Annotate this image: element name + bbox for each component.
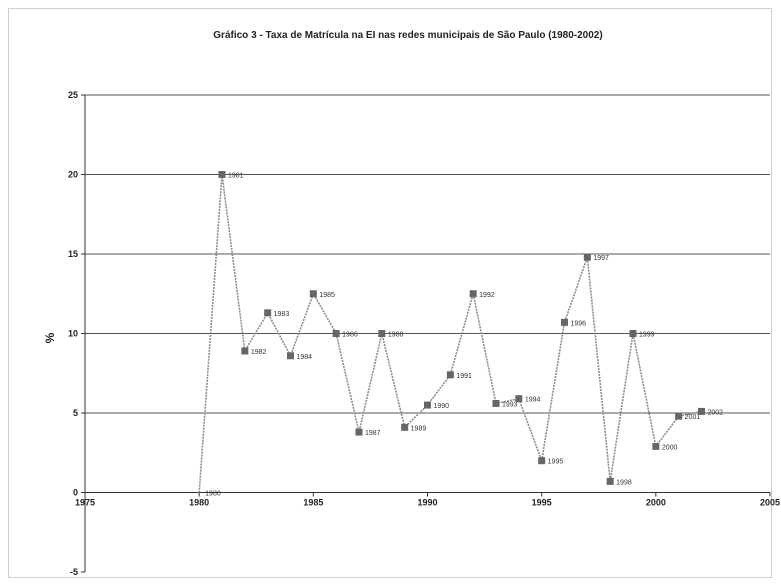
data-label-1983: 1983	[274, 311, 290, 318]
data-point-1989	[401, 423, 409, 431]
x-tick-label-2000: 2000	[646, 498, 666, 508]
data-label-1982: 1982	[251, 349, 267, 356]
data-point-1999	[629, 330, 637, 337]
data-label-1993: 1993	[502, 401, 518, 408]
data-label-1981: 1981	[228, 173, 244, 180]
data-label-1987: 1987	[365, 430, 381, 437]
data-point-1986	[332, 330, 340, 337]
x-tick-label-2005: 2005	[760, 498, 780, 508]
data-point-1984	[287, 352, 294, 360]
data-label-1995: 1995	[548, 459, 564, 466]
y-tick-label-10: 10	[68, 329, 78, 339]
data-point-1997	[583, 253, 591, 261]
chart-title: Gráfico 3 - Taxa de Matrícula na EI nas …	[213, 30, 602, 41]
data-label-1980: 1980	[205, 491, 221, 498]
data-point-1995	[538, 457, 546, 465]
data-label-1986: 1986	[342, 332, 358, 339]
y-axis-label: %	[43, 332, 57, 343]
data-point-1990	[424, 401, 431, 409]
data-label-1998: 1998	[616, 479, 632, 486]
series-line	[198, 174, 702, 493]
data-label-1997: 1997	[593, 255, 609, 262]
data-point-1991	[446, 371, 454, 379]
data-label-1991: 1991	[456, 373, 472, 380]
series-layer: 1980 1981 1982 1983 1984 1985 1986 1987 1988 1989…	[198, 171, 724, 498]
data-label-1992: 1992	[479, 292, 495, 299]
data-point-1981	[218, 171, 226, 178]
data-point-1992	[469, 290, 477, 298]
data-label-1996: 1996	[571, 320, 587, 327]
y-tick-label-5: 5	[73, 408, 78, 418]
chart-frame	[8, 8, 772, 578]
data-point-1993	[492, 399, 500, 407]
y-tick-label-15: 15	[68, 249, 78, 259]
data-label-1988: 1988	[388, 332, 404, 339]
data-point-1994	[515, 395, 523, 403]
data-point-1985	[309, 290, 317, 298]
data-point-2001	[675, 412, 683, 420]
data-label-2002: 2002	[708, 409, 724, 416]
data-point-2000	[652, 442, 660, 450]
data-label-2000: 2000	[662, 444, 678, 451]
data-point-1998	[606, 477, 614, 485]
data-label-1990: 1990	[434, 403, 450, 410]
x-tick-label-1975: 1975	[75, 498, 95, 508]
data-label-1989: 1989	[411, 425, 427, 432]
data-label-1999: 1999	[639, 332, 655, 339]
data-point-1996	[561, 318, 568, 326]
data-point-1988	[378, 330, 386, 337]
x-tick-label-1980: 1980	[189, 498, 209, 508]
data-point-1982	[241, 347, 249, 355]
data-point-1983	[264, 309, 272, 317]
x-tick-label-1995: 1995	[532, 498, 552, 508]
grid-layer	[85, 94, 770, 414]
x-tick-label-1990: 1990	[417, 498, 437, 508]
y-tick-label-25: 25	[68, 90, 78, 100]
x-tick-label-1985: 1985	[303, 498, 323, 508]
y-tick-label-20: 20	[68, 170, 78, 180]
data-label-2001: 2001	[685, 414, 701, 421]
y-tick-label--5: -5	[70, 567, 78, 577]
data-label-1984: 1984	[297, 354, 313, 361]
data-point-2002	[698, 407, 705, 415]
data-point-1987	[355, 428, 363, 436]
data-label-1994: 1994	[525, 397, 541, 404]
data-label-1985: 1985	[319, 292, 335, 299]
axis-layer: -5 0 5 10 15 20 25 1975 1980 1985 1990 1995 2000 2005	[68, 90, 780, 577]
y-tick-label-0: 0	[73, 488, 78, 498]
